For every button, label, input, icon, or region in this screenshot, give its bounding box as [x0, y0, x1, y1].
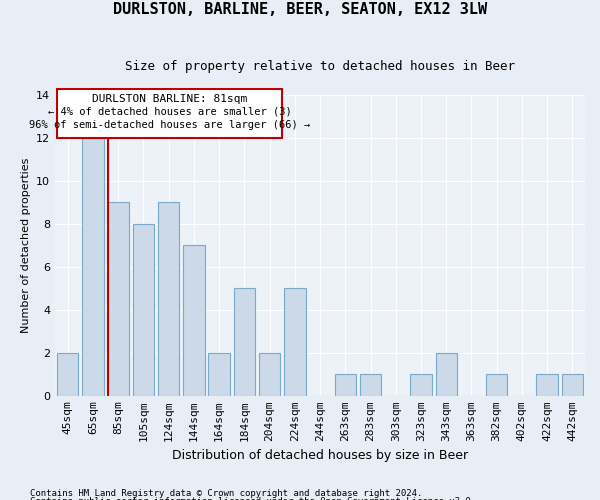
- Bar: [259, 353, 280, 396]
- Text: DURLSTON BARLINE: 81sqm: DURLSTON BARLINE: 81sqm: [92, 94, 247, 104]
- Bar: [335, 374, 356, 396]
- Title: Size of property relative to detached houses in Beer: Size of property relative to detached ho…: [125, 60, 515, 73]
- Bar: [562, 374, 583, 396]
- Text: Contains HM Land Registry data © Crown copyright and database right 2024.: Contains HM Land Registry data © Crown c…: [30, 488, 422, 498]
- Bar: [183, 246, 205, 396]
- Bar: [360, 374, 381, 396]
- Text: Contains public sector information licensed under the Open Government Licence v3: Contains public sector information licen…: [30, 498, 476, 500]
- Text: ← 4% of detached houses are smaller (3): ← 4% of detached houses are smaller (3): [48, 107, 292, 117]
- Bar: [284, 288, 305, 396]
- Y-axis label: Number of detached properties: Number of detached properties: [20, 158, 31, 333]
- Bar: [233, 288, 255, 396]
- FancyBboxPatch shape: [57, 88, 282, 138]
- Bar: [82, 138, 104, 396]
- Bar: [158, 202, 179, 396]
- Text: 96% of semi-detached houses are larger (66) →: 96% of semi-detached houses are larger (…: [29, 120, 310, 130]
- Bar: [208, 353, 230, 396]
- Bar: [57, 353, 79, 396]
- Text: DURLSTON, BARLINE, BEER, SEATON, EX12 3LW: DURLSTON, BARLINE, BEER, SEATON, EX12 3L…: [113, 2, 487, 18]
- Bar: [410, 374, 432, 396]
- Bar: [536, 374, 558, 396]
- Bar: [133, 224, 154, 396]
- X-axis label: Distribution of detached houses by size in Beer: Distribution of detached houses by size …: [172, 450, 468, 462]
- Bar: [107, 202, 129, 396]
- Bar: [436, 353, 457, 396]
- Bar: [486, 374, 508, 396]
